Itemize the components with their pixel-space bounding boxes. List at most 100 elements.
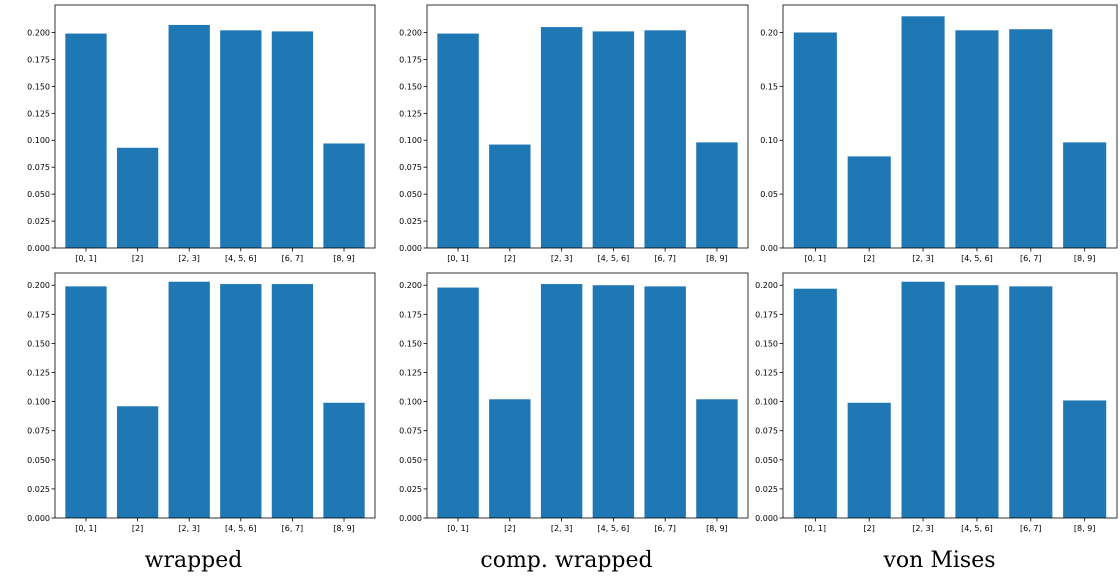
bar-0-1 — [65, 33, 107, 249]
x-tick-label: [6, 7] — [654, 524, 676, 533]
y-tick-label: 0.125 — [27, 369, 50, 378]
y-tick-label: 0.20 — [760, 28, 778, 37]
y-tick-label: 0.200 — [755, 281, 778, 290]
bar-6-7 — [1009, 286, 1053, 518]
axes-frame — [426, 272, 749, 519]
bar-0-1 — [437, 33, 479, 249]
chart-panel-6: 0.000 0.025 0.050 0.075 0.100 0.125 0.150 0.175… — [755, 272, 1118, 533]
y-tick-label: 0.000 — [755, 514, 778, 523]
bar-4-5-6 — [592, 31, 635, 249]
y-tick-label: 0.200 — [399, 281, 422, 290]
x-tick-label: [8, 9] — [706, 524, 728, 533]
x-tick-label: [2] — [132, 524, 143, 533]
y-tick-label: 0.100 — [27, 398, 50, 407]
y-tick-label: 0.125 — [755, 369, 778, 378]
x-tick-label: [8, 9] — [333, 254, 355, 263]
bar-2-3 — [540, 27, 583, 249]
y-tick-label: 0.200 — [27, 281, 50, 290]
x-tick-label: [4, 5, 6] — [961, 524, 993, 533]
x-tick-label: [6, 7] — [654, 254, 676, 263]
y-tick-label: 0.075 — [755, 427, 778, 436]
x-tick-label: [8, 9] — [1074, 524, 1096, 533]
bar-8-9 — [1063, 142, 1107, 248]
x-tick-label: [4, 5, 6] — [598, 254, 630, 263]
y-tick-label: 0.050 — [399, 456, 422, 465]
y-tick-label: 0.000 — [27, 244, 50, 253]
x-tick-label: [2, 3] — [551, 524, 573, 533]
y-tick-label: 0.000 — [27, 514, 50, 523]
bar-6-7 — [271, 284, 314, 518]
chart-panel-5: 0.000 0.025 0.050 0.075 0.100 0.125 0.150 0.175… — [399, 272, 749, 533]
chart-panel-4: 0.000 0.025 0.050 0.075 0.100 0.125 0.150 0.175… — [27, 272, 376, 533]
axes-frame — [54, 4, 376, 249]
y-tick-label: 0.150 — [399, 339, 422, 348]
bar-8-9 — [323, 143, 365, 248]
y-tick-label: 0.025 — [27, 217, 50, 226]
x-tick-label: [4, 5, 6] — [961, 254, 993, 263]
axes-frame — [782, 272, 1118, 519]
bar-6-7 — [1009, 29, 1053, 248]
bar-2-3 — [168, 281, 210, 518]
bar-2-3 — [540, 284, 583, 518]
y-tick-label: 0.000 — [399, 244, 422, 253]
bar-8-9 — [1063, 400, 1107, 518]
y-tick-label: 0.150 — [27, 82, 50, 91]
x-tick-label: [2] — [132, 254, 143, 263]
y-tick-label: 0.10 — [760, 136, 778, 145]
bar-2 — [116, 406, 159, 518]
caption-von-mises: von Mises — [883, 548, 996, 573]
bar-8-9 — [323, 402, 365, 518]
bar-4-5-6 — [955, 285, 999, 518]
x-tick-label: [8, 9] — [706, 254, 728, 263]
y-tick-label: 0.150 — [755, 339, 778, 348]
y-tick-label: 0.125 — [27, 109, 50, 118]
y-tick-label: 0.175 — [27, 55, 50, 64]
x-tick-label: [2] — [504, 524, 515, 533]
bar-0-1 — [65, 286, 107, 518]
chart-panel-2: 0.000 0.025 0.050 0.075 0.100 0.125 0.150 0.175… — [399, 4, 749, 263]
y-tick-label: 0.025 — [755, 485, 778, 494]
x-tick-label: [8, 9] — [1074, 254, 1096, 263]
y-tick-label: 0.150 — [399, 82, 422, 91]
bar-0-1 — [437, 287, 479, 518]
bar-0-1 — [793, 32, 837, 249]
y-tick-label: 0.000 — [399, 514, 422, 523]
x-tick-label: [2, 3] — [912, 524, 934, 533]
bar-4-5-6 — [220, 30, 262, 248]
bar-2 — [489, 399, 531, 518]
x-tick-label: [0, 1] — [447, 524, 469, 533]
bar-0-1 — [793, 288, 837, 518]
x-tick-label: [2] — [504, 254, 515, 263]
x-tick-label: [0, 1] — [75, 254, 97, 263]
y-tick-label: 0.100 — [399, 398, 422, 407]
bar-2 — [116, 147, 159, 248]
x-tick-label: [2] — [864, 524, 875, 533]
y-tick-label: 0.075 — [27, 427, 50, 436]
y-tick-label: 0.100 — [755, 398, 778, 407]
caption-comp-wrapped: comp. wrapped — [480, 548, 653, 573]
bar-8-9 — [696, 142, 738, 248]
bar-2 — [489, 144, 531, 248]
bar-8-9 — [696, 399, 738, 518]
x-tick-label: [6, 7] — [282, 524, 304, 533]
y-tick-label: 0.175 — [27, 310, 50, 319]
bar-4-5-6 — [592, 285, 635, 518]
x-tick-label: [4, 5, 6] — [225, 524, 257, 533]
y-tick-label: 0.200 — [399, 28, 422, 37]
y-tick-label: 0.100 — [27, 136, 50, 145]
x-tick-label: [8, 9] — [333, 524, 355, 533]
y-tick-label: 0.050 — [399, 190, 422, 199]
y-tick-label: 0.025 — [399, 485, 422, 494]
x-tick-label: [6, 7] — [1020, 254, 1042, 263]
y-tick-label: 0.050 — [27, 456, 50, 465]
y-tick-label: 0.075 — [399, 427, 422, 436]
bar-2-3 — [168, 24, 210, 248]
y-tick-label: 0.075 — [27, 163, 50, 172]
x-tick-label: [4, 5, 6] — [598, 524, 630, 533]
bar-2-3 — [901, 16, 945, 249]
y-tick-label: 0.050 — [27, 190, 50, 199]
y-tick-label: 0.125 — [399, 109, 422, 118]
x-tick-label: [0, 1] — [447, 254, 469, 263]
x-tick-label: [0, 1] — [805, 524, 827, 533]
